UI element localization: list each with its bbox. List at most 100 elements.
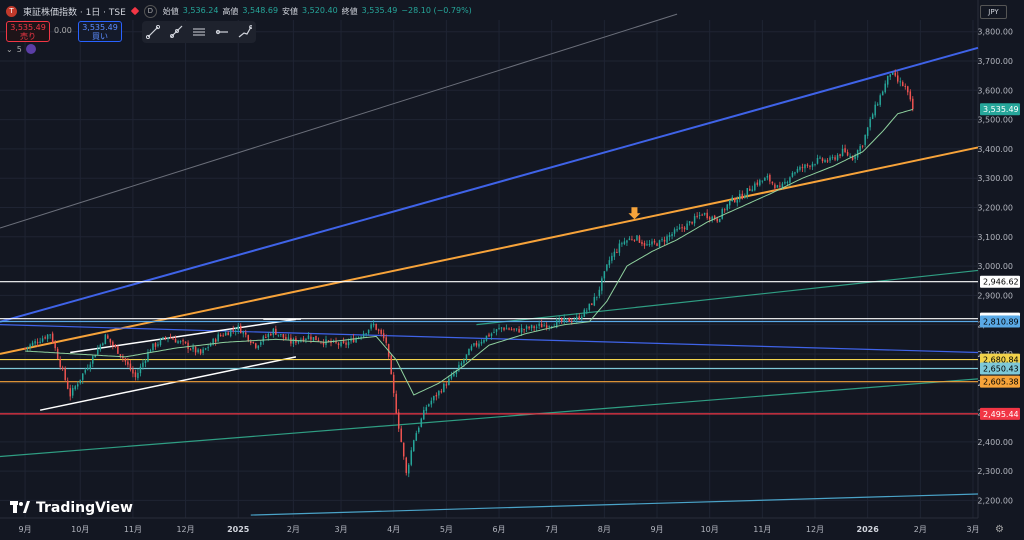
x-tick-label: 3月 [966,525,979,534]
path-tool-icon[interactable] [235,23,255,41]
chart-settings-gear-icon[interactable]: ⚙ [995,524,1004,535]
candle-body [335,340,337,343]
y-tick-label: 2,200.00 [977,496,1013,505]
candle-body [824,160,826,163]
candle-body [410,450,413,465]
sell-label: 売り [20,31,36,41]
candle-body [841,148,844,156]
market-status-icon[interactable] [130,6,140,16]
candle-body [438,390,440,396]
level-label: 2,810.89 [983,317,1019,326]
candle-body [769,174,771,182]
x-tick-label: 3月 [334,525,347,534]
candle-body [154,343,157,347]
buy-button[interactable]: 3,535.49 買い [78,21,122,42]
candle-body [490,333,493,336]
candle-body [563,318,565,322]
candle-body [144,360,147,364]
trend-line-tool-icon[interactable] [143,23,163,41]
candle-body [36,342,39,344]
candle-body [234,330,237,332]
orange-trend-line [0,146,979,355]
buy-price: 3,535.49 [82,22,118,32]
candle-body [696,215,698,217]
indicator-legend[interactable]: ⌄ 5 [6,44,36,54]
x-tick-label: 9月 [19,525,32,534]
candle-body [194,346,197,353]
candle-body [754,183,756,191]
candle-body [728,200,731,206]
data-type-badge[interactable]: D [143,4,157,18]
level-label: 2,946.62 [983,278,1019,287]
candle-body [540,323,543,328]
down-arrow-marker-icon [628,207,641,220]
sell-button[interactable]: 3,535.49 売り [6,21,50,42]
ray-tool-icon[interactable] [166,23,186,41]
candle-body [505,328,508,330]
candle-body [76,384,79,387]
topix-logo-icon[interactable]: T [6,5,17,17]
candle-body [124,358,127,362]
currency-selector[interactable]: JPY [980,5,1007,19]
candle-body [638,236,641,243]
candle-body [375,323,377,330]
horizontal-ray-tool-icon[interactable] [212,23,232,41]
candle-body [177,341,179,344]
tradingview-logo[interactable]: TradingView [10,500,133,516]
candle-body [626,240,628,243]
symbol-title[interactable]: 東証株価指数 · 1日 · TSE [23,7,126,18]
candle-body [844,148,846,153]
candle-body [397,412,400,429]
x-tick-label: 2月 [287,525,300,534]
candle-body [468,348,470,356]
candle-body [425,407,428,411]
candle-body [392,374,395,394]
candle-body [518,328,520,333]
candle-body [708,217,711,220]
candle-body [232,329,234,331]
teal-lower-line [0,378,979,458]
candle-body [759,180,761,186]
price-axis-area [978,0,1024,540]
candle-body [513,328,515,330]
candle-body [322,342,325,345]
low-value: 3,520.40 [302,5,338,15]
level-label: 2,495.44 [983,410,1019,419]
candle-body [483,340,485,343]
candle-body [402,442,405,457]
candle-body [796,168,799,173]
candle-body [44,337,46,339]
candle-body [139,366,142,374]
candle-body [212,338,214,345]
candle-body [245,332,247,335]
candle-body [197,349,199,353]
candle-body [809,165,811,167]
candle-body [217,334,219,342]
candle-body [643,243,646,246]
indicator-visibility-icon[interactable] [25,44,36,54]
candle-body [902,82,904,87]
candle-body [485,335,488,341]
collapse-chevron-icon[interactable]: ⌄ [6,44,13,54]
candle-body [480,341,483,344]
candle-body [51,333,54,343]
candle-body [603,271,606,279]
candle-body [899,81,902,83]
candle-body [340,341,342,347]
y-tick-label: 2,400.00 [977,438,1013,447]
candle-body [523,329,525,331]
candle-body [849,155,851,157]
tradingview-logo-icon [10,501,30,515]
candle-body [598,289,601,296]
candle-body [255,343,257,348]
candle-body [345,342,347,345]
parallel-channel-tool-icon[interactable] [189,23,209,41]
candle-body [162,337,164,340]
candle-body [280,334,282,336]
candle-body [746,188,749,196]
candle-body [420,418,423,427]
candle-body [821,158,824,162]
candle-body [169,337,172,339]
candle-body [312,337,315,341]
